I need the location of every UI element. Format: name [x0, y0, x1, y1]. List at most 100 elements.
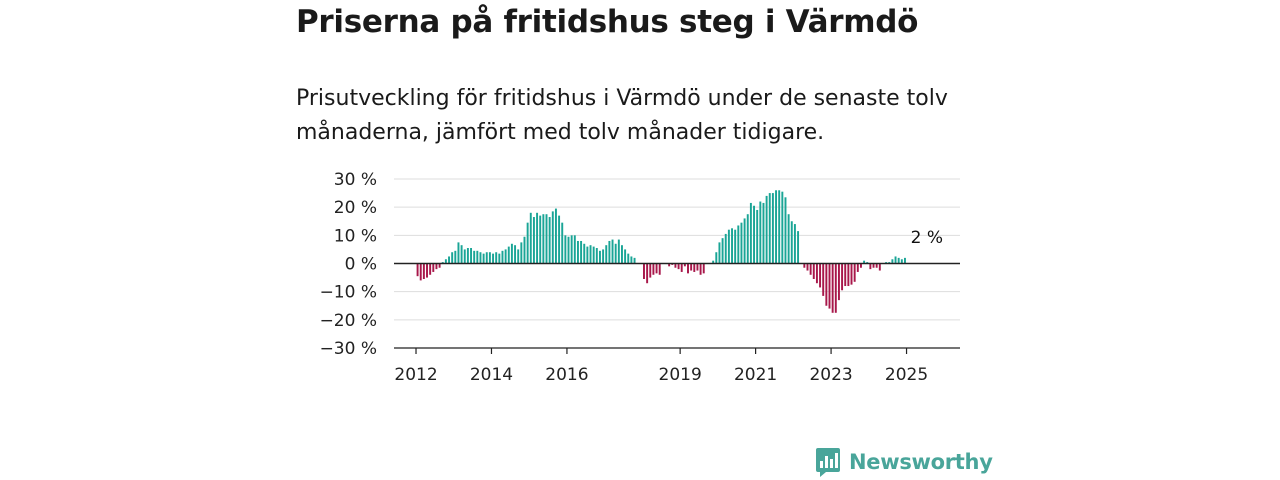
x-tick-label: 2023 — [809, 365, 852, 385]
bar-2020-09 — [743, 218, 746, 264]
bar-2016-06 — [583, 243, 586, 264]
bar-2013-11 — [485, 252, 488, 264]
bar-2023-07 — [850, 263, 853, 285]
bar-2013-10 — [482, 253, 485, 264]
bar-2012-04 — [426, 263, 428, 278]
bar-2023-02 — [834, 263, 837, 313]
bar-2014-12 — [526, 222, 529, 264]
brand-name: Newsworthy — [849, 450, 993, 474]
bar-2017-02 — [608, 240, 611, 264]
bar-2016-01 — [567, 236, 570, 264]
bar-2015-09 — [554, 208, 557, 264]
bar-2021-04 — [765, 195, 768, 264]
bar-2021-05 — [768, 193, 771, 264]
bar-2015-10 — [558, 215, 561, 264]
bar-2022-11 — [825, 263, 828, 306]
bar-chart-speech-bubble-icon — [816, 448, 840, 477]
y-tick-label: 10 % — [334, 226, 377, 246]
annotations: 2 % — [911, 228, 943, 248]
bar-2019-11 — [712, 260, 715, 264]
bar-2015-01 — [529, 212, 532, 264]
bar-2016-10 — [595, 248, 598, 264]
bar-2023-05 — [844, 263, 847, 287]
bar-2021-06 — [771, 193, 774, 264]
bar-2024-08 — [891, 259, 894, 264]
bar-2016-12 — [602, 249, 605, 264]
y-tick-label: −20 % — [320, 311, 377, 331]
data-label: 2 % — [911, 228, 943, 248]
bar-2013-07 — [473, 250, 476, 264]
bar-2014-07 — [510, 243, 513, 264]
bar-2015-11 — [561, 222, 564, 264]
bar-2019-01 — [680, 263, 683, 272]
bar-2012-03 — [422, 263, 425, 279]
bar-2022-08 — [815, 263, 818, 284]
bar-2013-02 — [457, 242, 460, 264]
x-tick-label: 2014 — [470, 365, 513, 385]
bar-2017-05 — [617, 239, 620, 264]
bar-2018-03 — [649, 263, 652, 278]
bar-2021-03 — [762, 202, 765, 264]
bar-2024-11 — [900, 259, 903, 264]
bar-2020-05 — [731, 228, 733, 264]
bar-2024-04 — [878, 263, 881, 271]
bar-2019-07 — [699, 263, 702, 275]
bar-2018-12 — [677, 263, 680, 270]
bar-2024-12 — [904, 257, 906, 264]
x-tick-label: 2025 — [885, 365, 928, 385]
y-tick-label: 20 % — [334, 198, 377, 218]
bar-2014-09 — [517, 249, 520, 264]
bar-2020-08 — [740, 222, 743, 264]
bar-2022-04 — [803, 263, 806, 268]
bar-2015-07 — [548, 217, 551, 264]
bar-2020-07 — [737, 225, 740, 264]
bar-2019-06 — [696, 263, 699, 271]
bar-2023-10 — [859, 263, 862, 268]
chart-subtitle: Prisutveckling för fritidshus i Värmdö u… — [296, 86, 948, 145]
bar-2016-09 — [592, 246, 595, 264]
bar-2021-02 — [759, 201, 762, 264]
bar-2015-05 — [542, 214, 545, 264]
bar-2013-06 — [470, 248, 473, 264]
bar-2014-11 — [523, 236, 526, 264]
bar-2023-09 — [856, 263, 859, 272]
x-tick-label: 2012 — [394, 365, 437, 385]
y-tick-label: 0 % — [345, 255, 377, 275]
bar-2023-11 — [863, 260, 866, 264]
bar-2016-11 — [598, 250, 601, 264]
bar-2018-05 — [655, 263, 658, 274]
bar-2014-03 — [498, 253, 501, 264]
bar-2016-07 — [586, 246, 589, 264]
bar-2017-09 — [630, 256, 633, 264]
bar-2012-07 — [435, 263, 438, 270]
y-tick-label: 30 % — [334, 170, 377, 190]
bar-2012-02 — [419, 263, 422, 281]
bar-2023-06 — [847, 263, 850, 287]
bar-2022-12 — [828, 263, 831, 309]
bar-2018-11 — [674, 263, 677, 268]
bar-2017-01 — [605, 245, 608, 264]
bar-2022-10 — [822, 263, 825, 296]
bar-2017-06 — [621, 245, 623, 264]
bar-2013-03 — [460, 245, 463, 264]
bar-2021-12 — [790, 221, 793, 264]
bar-2021-08 — [778, 190, 781, 264]
bar-2012-12 — [451, 252, 454, 264]
bar-2012-05 — [429, 263, 432, 275]
bar-2012-08 — [438, 263, 441, 268]
bar-2022-02 — [797, 231, 800, 264]
bar-2013-01 — [454, 250, 457, 264]
bar-2017-04 — [614, 243, 617, 264]
x-tick-label: 2019 — [659, 365, 702, 385]
bar-2016-05 — [580, 240, 583, 264]
bar-2013-08 — [476, 250, 479, 264]
bar-2013-12 — [488, 252, 491, 264]
bar-2018-01 — [643, 263, 645, 279]
bar-2021-07 — [775, 190, 778, 264]
bar-2022-05 — [806, 263, 809, 271]
bar-2018-04 — [652, 263, 655, 275]
bar-2012-01 — [416, 263, 419, 277]
bar-2024-03 — [875, 263, 878, 268]
bars — [416, 190, 906, 313]
